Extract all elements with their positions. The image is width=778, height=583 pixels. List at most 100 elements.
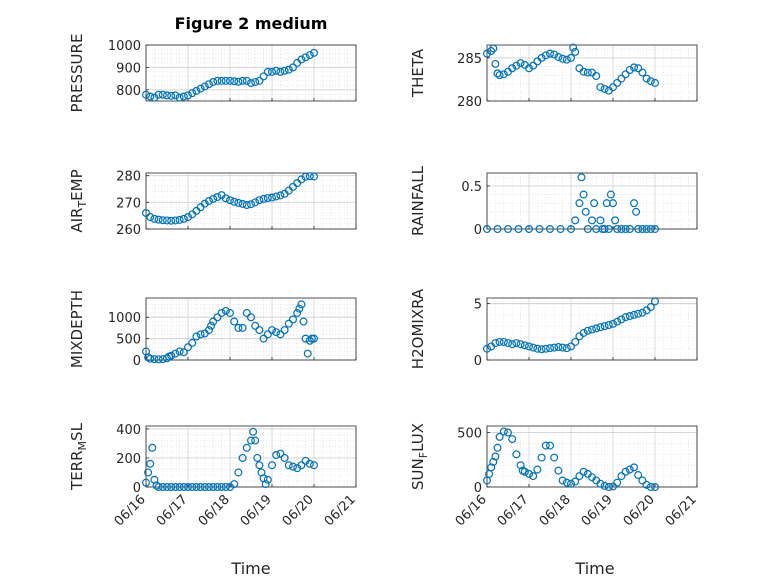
panel-sun_flux-point	[545, 441, 554, 450]
panel-rainfall-point	[611, 216, 620, 225]
panel-mixdepth-point	[259, 334, 268, 343]
panel-rainfall-point	[632, 207, 641, 216]
panel-sun_flux-point	[558, 476, 567, 485]
panel-rainfall-point	[617, 225, 626, 234]
panel-h2omixra-axes-box	[486, 297, 698, 361]
panel-pressure-point	[301, 53, 310, 62]
panel-h2omixra-point	[596, 323, 605, 332]
panel-theta-point	[483, 49, 492, 58]
panel-theta-point	[600, 84, 609, 93]
panel-h2omixra-point	[583, 326, 592, 335]
panel-theta-point	[592, 72, 601, 81]
panel-rainfall-point	[604, 225, 613, 234]
panel-air_temp-point	[230, 197, 239, 206]
panel-rainfall-ytick-label: 0.5	[461, 180, 482, 195]
panel-pressure-point	[242, 76, 251, 85]
panel-sun_flux-point	[604, 483, 613, 492]
panel-terr_msl-point	[230, 480, 239, 489]
panel-mixdepth-point	[280, 326, 289, 335]
panel-h2omixra-point	[638, 308, 647, 317]
panel-terr_msl-xtick-label: 06/17	[154, 492, 191, 529]
panel-theta-point	[545, 49, 554, 58]
x-axis-label-left: Time	[230, 559, 270, 578]
panel-terr_msl-point	[234, 468, 243, 477]
panel-pressure-point	[158, 90, 167, 99]
panel-pressure-point	[221, 76, 230, 85]
panel-sun_flux-point	[516, 461, 525, 470]
panel-pressure-point	[268, 67, 277, 76]
panel-mixdepth-point	[293, 308, 302, 317]
panel-sun_flux-point	[512, 450, 521, 459]
panel-terr_msl-point	[192, 483, 201, 492]
panel-pressure-axes-box	[145, 44, 357, 102]
panel-rainfall-grid	[486, 173, 698, 230]
panel-terr_msl-point	[255, 461, 264, 470]
panel-terr_msl-markers	[142, 427, 319, 492]
panel-pressure-point	[280, 66, 289, 75]
panel-h2omixra-point	[617, 315, 626, 324]
panel-terr_msl-ytick-label: 200	[116, 452, 141, 467]
panel-sun_flux-point	[550, 453, 559, 462]
panel-sun_flux-point	[575, 472, 584, 481]
subplot-grid: 800 900 1000 PRESSURE 280 285 THETA 260 270 280 AI…	[68, 34, 700, 530]
panel-theta: 280 285 THETA	[409, 43, 698, 110]
panel-rainfall-point	[535, 225, 544, 234]
panel-sun_flux-xtick-label: 06/20	[621, 492, 658, 529]
figure-title: Figure 2 medium	[175, 14, 328, 33]
panel-pressure-point	[146, 92, 155, 101]
panel-h2omixra-point	[571, 337, 580, 346]
panel-rainfall-point	[650, 225, 659, 234]
panel-air_temp-point	[301, 172, 310, 181]
panel-terr_msl-point	[200, 483, 209, 492]
panel-mixdepth-point	[268, 326, 277, 335]
panel-mixdepth-ylabel: MIXDEPTH	[68, 290, 86, 368]
panel-rainfall-point	[596, 216, 605, 225]
panel-rainfall-point	[606, 190, 615, 199]
panel-pressure-point	[263, 67, 272, 76]
panel-air_temp-point	[205, 197, 214, 206]
panel-h2omixra-markers	[483, 297, 659, 354]
panel-theta-point	[617, 74, 626, 83]
panel-sun_flux-point	[634, 471, 643, 480]
panel-h2omixra-point	[524, 342, 533, 351]
panel-terr_msl-point	[251, 436, 260, 445]
panel-pressure-ytick-label: 800	[116, 84, 141, 99]
panel-rainfall-point	[625, 225, 634, 234]
panel-terr_msl-point	[184, 483, 193, 492]
panel-theta-point	[583, 68, 592, 77]
panel-terr_msl-point	[188, 483, 197, 492]
panel-mixdepth-point	[146, 354, 155, 363]
panel-air_temp-point	[247, 200, 256, 209]
panel-pressure-point	[259, 72, 268, 81]
panel-theta-point	[571, 47, 580, 56]
panel-pressure-point	[297, 55, 306, 64]
panel-terr_msl-xtick-label: 06/20	[280, 492, 317, 529]
panel-h2omixra-point	[650, 297, 659, 306]
panel-terr_msl-point	[158, 483, 167, 492]
panel-sun_flux-xtick-label: 06/21	[663, 492, 700, 529]
panel-pressure-point	[226, 76, 235, 85]
panel-rainfall-point	[571, 216, 580, 225]
panel-mixdepth-point	[226, 308, 235, 317]
panel-air_temp-point	[263, 194, 272, 203]
panel-theta-point	[512, 61, 521, 70]
panel-h2omixra-point	[629, 310, 638, 319]
panel-h2omixra-point	[625, 312, 634, 321]
panel-pressure-point	[230, 77, 239, 86]
panel-theta-point	[487, 47, 496, 56]
panel-pressure-point	[209, 77, 218, 86]
panel-mixdepth-point	[242, 308, 251, 317]
panel-air_temp-point	[200, 199, 209, 208]
panel-rainfall-point	[629, 199, 638, 208]
panel-terr_msl-point	[175, 483, 184, 492]
panel-sun_flux-point	[613, 478, 622, 487]
panel-air_temp-point	[251, 198, 260, 207]
panel-theta-markers	[483, 43, 659, 95]
panel-pressure-point	[305, 51, 314, 60]
panel-terr_msl-point	[249, 427, 258, 436]
panel-mixdepth-point	[238, 323, 247, 332]
panel-theta-point	[524, 64, 533, 73]
panel-air_temp-ylabel: AIRTEMP	[68, 169, 89, 232]
panel-sun_flux-point	[621, 467, 630, 476]
panel-rainfall-point	[587, 216, 596, 225]
